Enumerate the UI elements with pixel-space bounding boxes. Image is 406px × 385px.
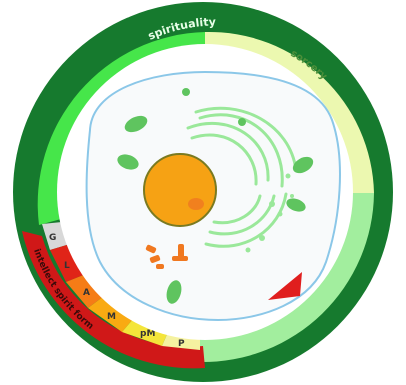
centrosome [145,244,188,269]
golgi-dots [245,173,294,253]
stage-letter-pm: pM [140,329,155,339]
segment-red [22,231,205,369]
stage-letter-l: L [64,261,70,271]
stage-letter-m: M [107,312,116,322]
stage-letter-p: P [178,339,185,349]
nucleolus [188,198,204,210]
stage-wedge-a [66,274,104,308]
golgi-apparatus [186,106,298,248]
stage-wedge-pm [122,318,168,346]
stage-letter-g: G [49,233,56,243]
stage-wedge-l [50,244,86,282]
segment-light-green [200,193,374,363]
stage-wedge-m [88,296,134,332]
stage-letter-a: A [83,288,90,298]
nucleus [143,153,217,227]
progress-arrow [268,272,302,300]
mitochondria [117,88,314,304]
